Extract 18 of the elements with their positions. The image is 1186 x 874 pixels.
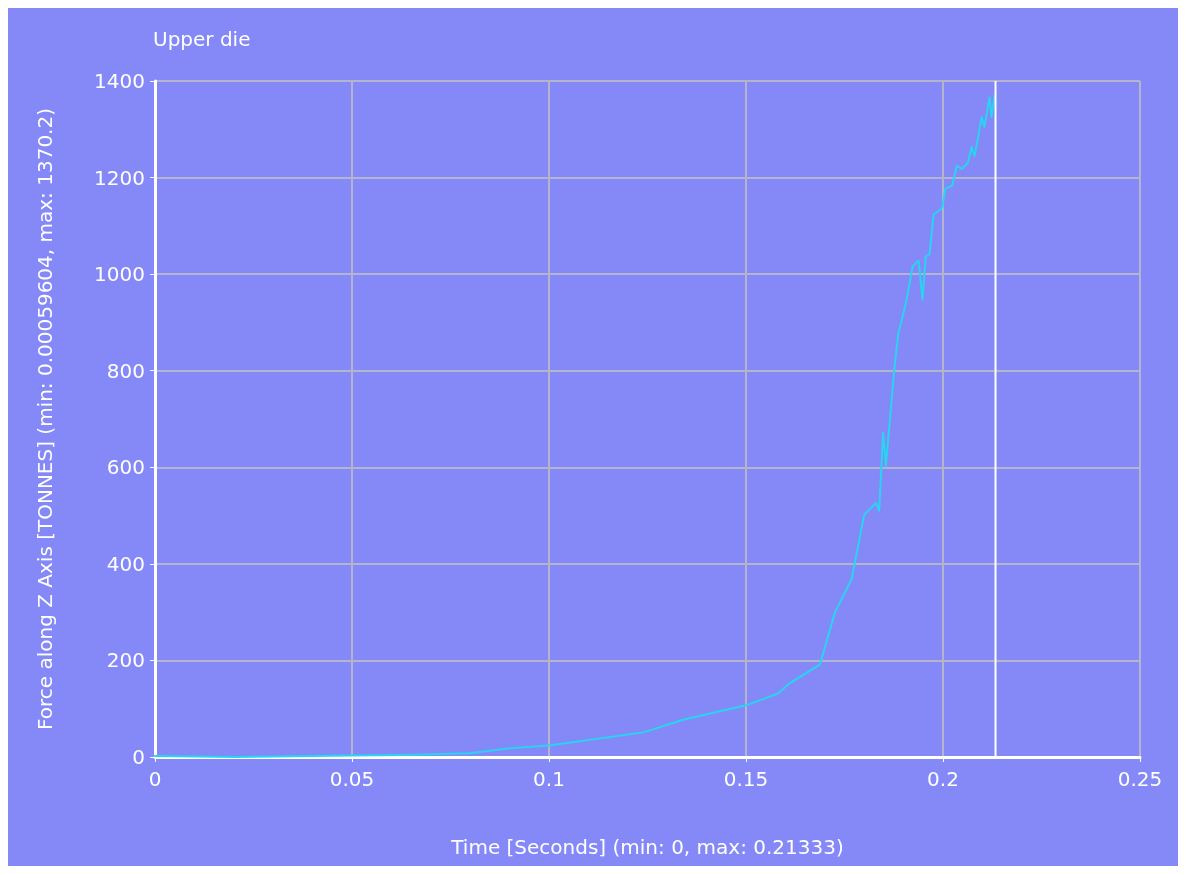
line-series (154, 94, 996, 758)
y-tick-label: 0 (132, 745, 145, 769)
y-tick-label: 1200 (94, 165, 145, 190)
x-tick-label: 0.1 (533, 767, 565, 791)
x-tick-label: 0.2 (927, 767, 959, 791)
y-tick-label: 1400 (94, 69, 145, 93)
y-tick-label: 400 (106, 551, 145, 576)
y-tick-label: 600 (106, 455, 145, 480)
y-tick-label: 200 (106, 648, 145, 673)
x-axis-title: Time [Seconds] (min: 0, max: 0.21333) (450, 835, 844, 859)
x-tick-label: 0.05 (329, 767, 375, 791)
chart-title: Upper die (153, 27, 251, 51)
x-tick-label: 0.15 (723, 767, 769, 791)
y-axis-title: Force along Z Axis [TONNES] (min: 0.00059604, max: 1370.2) (33, 108, 57, 730)
y-tick-label: 1000 (94, 262, 145, 287)
y-tick-label: 800 (106, 358, 145, 383)
x-tick-label: 0.25 (1117, 767, 1163, 791)
x-tick-label: 0 (148, 767, 162, 791)
